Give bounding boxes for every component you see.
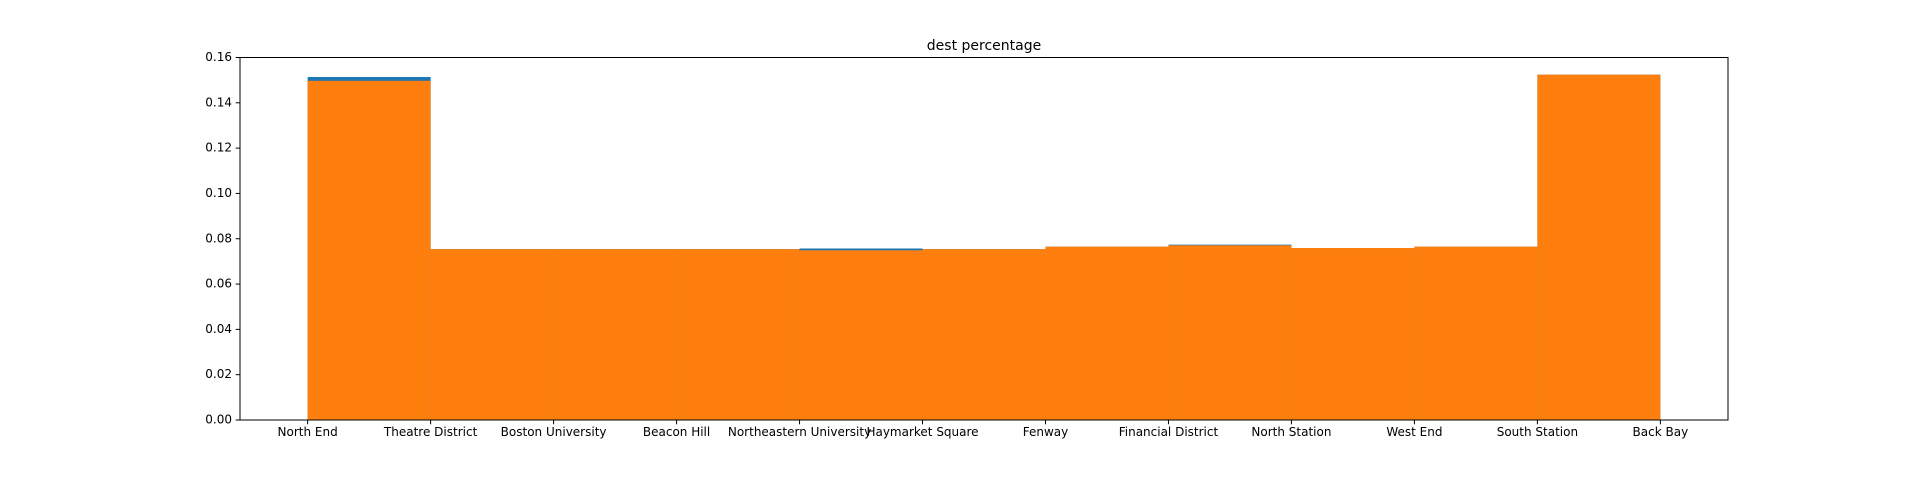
x-tick-label: Haymarket Square xyxy=(866,425,978,439)
y-tick-label: 0.08 xyxy=(205,231,232,245)
x-tick-label: North Station xyxy=(1251,425,1331,439)
bar xyxy=(1045,246,1169,420)
bar xyxy=(1291,248,1415,420)
y-tick-label: 0.16 xyxy=(205,50,232,64)
bar xyxy=(1414,246,1538,420)
x-tick-label: Beacon Hill xyxy=(643,425,710,439)
y-tick-label: 0.10 xyxy=(205,186,232,200)
x-tick-label: Boston University xyxy=(501,425,607,439)
x-tick-label: Back Bay xyxy=(1633,425,1689,439)
x-tick-label: Northeastern University xyxy=(728,425,871,439)
y-tick-label: 0.04 xyxy=(205,322,232,336)
bar xyxy=(676,249,800,420)
bar xyxy=(1168,245,1292,420)
bar xyxy=(922,249,1046,420)
bar xyxy=(430,249,554,420)
bar xyxy=(553,249,677,420)
y-tick-label: 0.00 xyxy=(205,413,232,427)
x-tick-label: Theatre District xyxy=(383,425,478,439)
x-tick-label: South Station xyxy=(1497,425,1578,439)
x-tick-label: Financial District xyxy=(1119,425,1219,439)
bar xyxy=(307,80,431,420)
x-tick-label: West End xyxy=(1386,425,1442,439)
bar xyxy=(799,250,923,420)
y-tick-label: 0.02 xyxy=(205,367,232,381)
chart-title: dest percentage xyxy=(927,38,1041,54)
bar xyxy=(1537,74,1661,420)
y-tick-label: 0.14 xyxy=(205,95,232,109)
y-tick-label: 0.06 xyxy=(205,277,232,291)
x-tick-label: Fenway xyxy=(1023,425,1069,439)
y-tick-label: 0.12 xyxy=(205,141,232,155)
x-tick-label: North End xyxy=(278,425,338,439)
